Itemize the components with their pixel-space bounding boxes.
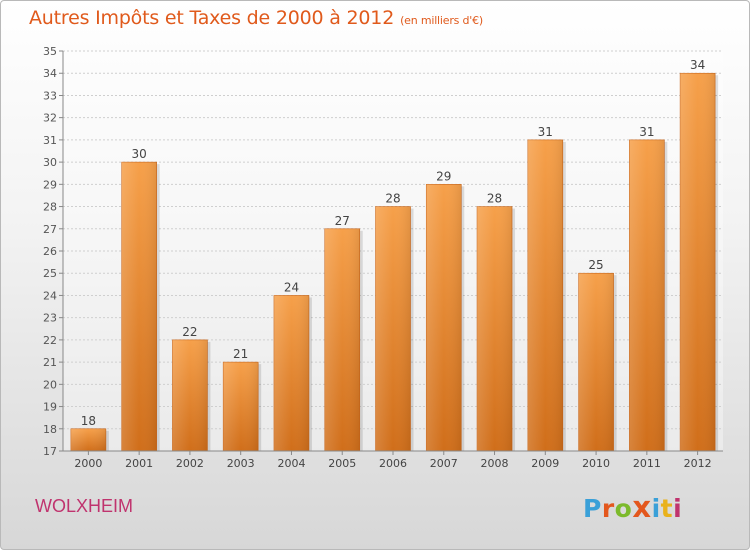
data-label: 28 <box>385 192 400 206</box>
x-tick-label: 2006 <box>379 457 407 470</box>
bar-highlight <box>527 139 563 451</box>
data-label: 18 <box>81 414 96 428</box>
y-tick-label: 22 <box>43 334 57 347</box>
bar-highlight <box>70 428 106 451</box>
bars <box>70 72 719 452</box>
chart-unit-label: (en milliers d'€) <box>400 14 483 27</box>
y-tick-label: 24 <box>43 289 57 302</box>
y-tick-label: 18 <box>43 423 57 436</box>
data-label: 31 <box>639 125 654 139</box>
bar-highlight <box>680 73 716 451</box>
x-tick-label: 2001 <box>125 457 153 470</box>
bar-highlight <box>273 295 309 451</box>
bar-highlight <box>477 206 513 451</box>
logo-letter: x <box>632 490 652 524</box>
bar-highlight <box>629 139 665 451</box>
logo-letter: t <box>660 494 674 523</box>
data-label: 25 <box>588 258 603 272</box>
y-tick-label: 23 <box>43 312 57 325</box>
data-label: 22 <box>182 325 197 339</box>
bar-highlight <box>121 162 157 451</box>
proxiti-logo[interactable]: Proxiti <box>583 490 682 524</box>
data-label: 24 <box>284 280 299 294</box>
bar-highlight <box>375 206 411 451</box>
logo-letter: i <box>651 494 661 523</box>
x-tick-label: 2007 <box>430 457 458 470</box>
x-tick-label: 2002 <box>176 457 204 470</box>
y-axis: 17 18 19 20 21 22 23 24 25 26 27 28 29 30 31 32 33 34 35 <box>43 45 64 458</box>
y-tick-label: 34 <box>43 67 57 80</box>
y-tick-label: 27 <box>43 223 57 236</box>
logo-letter: o <box>614 494 633 523</box>
x-tick-label: 2005 <box>328 457 356 470</box>
x-tick-label: 2003 <box>227 457 255 470</box>
chart-title: Autres Impôts et Taxes de 2000 à 2012 (en… <box>29 7 483 29</box>
bar-highlight <box>578 273 614 451</box>
x-tick-label: 2012 <box>684 457 712 470</box>
x-tick-label: 2008 <box>481 457 509 470</box>
y-tick-label: 29 <box>43 178 57 191</box>
logo-letter: P <box>583 494 602 523</box>
data-label: 28 <box>487 192 502 206</box>
x-axis: 2000 2001 2002 2003 2004 2005 2006 2007 2008 2009… <box>63 450 723 470</box>
chart-title-text: Autres Impôts et Taxes de 2000 à 2012 <box>29 7 395 29</box>
logo-letter: i <box>673 494 683 523</box>
y-tick-label: 32 <box>43 112 57 125</box>
data-label: 27 <box>335 214 350 228</box>
bar-highlight <box>223 362 259 451</box>
y-tick-label: 28 <box>43 201 57 214</box>
y-tick-label: 19 <box>43 401 57 414</box>
bar-highlight <box>172 339 208 451</box>
data-label: 34 <box>690 58 705 72</box>
y-tick-label: 35 <box>43 45 57 58</box>
y-tick-label: 30 <box>43 156 57 169</box>
y-tick-label: 25 <box>43 267 57 280</box>
data-label: 30 <box>132 147 147 161</box>
data-label: 21 <box>233 347 248 361</box>
y-tick-label: 20 <box>43 378 57 391</box>
data-label: 31 <box>538 125 553 139</box>
y-tick-label: 21 <box>43 356 57 369</box>
x-tick-label: 2011 <box>633 457 661 470</box>
x-tick-label: 2010 <box>582 457 610 470</box>
x-tick-label: 2009 <box>531 457 559 470</box>
logo-letter: r <box>601 494 615 523</box>
x-tick-label: 2000 <box>74 457 102 470</box>
x-tick-label: 2004 <box>277 457 305 470</box>
data-label: 29 <box>436 169 451 183</box>
data-labels: 18 30 22 21 24 27 28 29 28 31 25 31 34 <box>81 58 706 428</box>
commune-name: WOLXHEIM <box>35 496 134 516</box>
bar-highlight <box>426 184 462 452</box>
bar-highlight <box>324 228 360 451</box>
y-tick-label: 31 <box>43 134 57 147</box>
y-tick-label: 26 <box>43 245 57 258</box>
y-tick-label: 33 <box>43 89 57 102</box>
y-tick-label: 17 <box>43 445 57 458</box>
